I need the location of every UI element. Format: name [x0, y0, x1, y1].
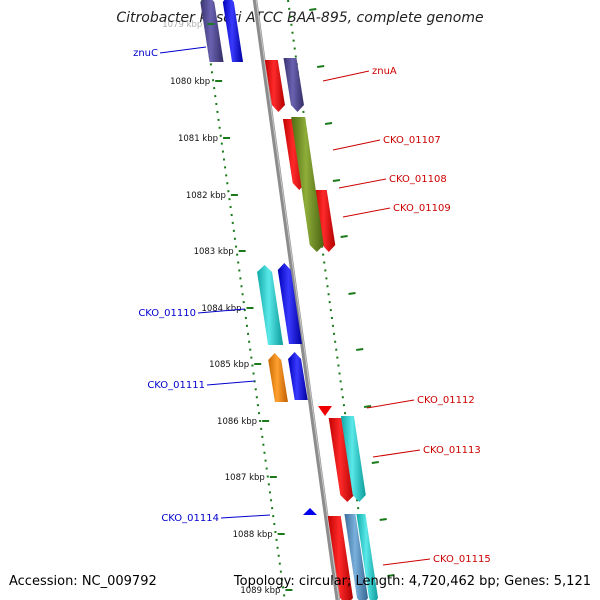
kbp-tick-label-4: 1083 kbp [194, 247, 234, 257]
right-dotted-track [287, 0, 372, 600]
right-tick-5 [348, 292, 356, 295]
gene-cko01115-b [344, 514, 368, 600]
right-tick-1 [317, 65, 325, 68]
gene-cko01115-a [327, 516, 353, 600]
forward-label-line-6 [382, 558, 431, 566]
right-tick-4 [340, 235, 348, 238]
reverse-gene-label-3: CKO_01114 [161, 513, 219, 524]
gene-cko01109-shape [291, 117, 324, 252]
kbp-tick-label-1: 1080 kbp [170, 77, 210, 87]
right-tick-0 [309, 8, 317, 11]
kbp-tick-label-9: 1088 kbp [233, 530, 273, 540]
gene-znuC-b [222, 0, 244, 62]
kbp-tick-label-6: 1085 kbp [209, 360, 249, 370]
gene-cko01115-a-shape [327, 516, 353, 600]
gene-cko01114 [303, 508, 317, 515]
gene-znuC-b-shape [222, 0, 244, 62]
gene-cko01113-a-shape [328, 418, 355, 502]
topology-text: Topology: circular; Length: 4,720,462 bp… [233, 574, 591, 589]
reverse-label-line-0 [159, 46, 207, 54]
kbp-tick-label-5: 1084 kbp [201, 304, 241, 314]
gene-cko01113-b-shape [340, 416, 366, 502]
kbp-tick-label-0: 1079 kbp [162, 20, 202, 30]
forward-gene-label-2: CKO_01108 [389, 174, 447, 185]
forward-gene-label-3: CKO_01109 [393, 203, 451, 214]
forward-gene-label-5: CKO_01113 [423, 445, 481, 456]
gene-znuA-a-shape [264, 60, 285, 112]
gene-znuC-a-shape [200, 0, 224, 62]
gene-cko01111-a-shape [268, 353, 288, 402]
left-dotted-track [201, 0, 286, 600]
gene-cko01108-shape [313, 190, 336, 252]
forward-label-line-5 [372, 449, 421, 458]
kbp-tick-label-10: 1089 kbp [240, 586, 280, 596]
forward-gene-label-0: znuA [372, 66, 397, 77]
right-tick-7 [363, 405, 372, 408]
forward-label-line-3 [342, 207, 391, 218]
right-tick-9 [379, 518, 387, 521]
gene-znuC-a [200, 0, 224, 62]
gene-cko01113-b [340, 416, 366, 502]
reverse-label-line-1 [197, 308, 246, 314]
gene-cko01110-b [277, 263, 302, 344]
forward-label-line-4 [366, 399, 415, 409]
gene-znuA-b [283, 58, 304, 112]
gene-cko01112 [318, 406, 332, 416]
forward-label-line-0 [322, 70, 370, 82]
kbp-tick-label-2: 1081 kbp [178, 134, 218, 144]
right-tick-10 [387, 574, 395, 577]
forward-gene-label-6: CKO_01115 [433, 554, 491, 565]
kbp-tick-label-3: 1082 kbp [186, 191, 226, 201]
reverse-gene-label-2: CKO_01111 [147, 380, 205, 391]
kbp-tick-label-8: 1087 kbp [225, 473, 265, 483]
gene-cko01111-a [268, 353, 288, 402]
right-tick-2 [324, 122, 333, 125]
gene-znuA-b-shape [283, 58, 304, 112]
gene-cko01110-b-shape [277, 263, 302, 344]
gene-cko01113-a [328, 418, 355, 502]
reverse-gene-label-1: CKO_01110 [138, 308, 196, 319]
genome-backbone-highlight [255, 0, 340, 600]
reverse-gene-label-0: znuC [133, 48, 158, 59]
right-tick-6 [356, 348, 364, 351]
gene-cko01109 [291, 117, 324, 252]
gene-cko01110-a [257, 265, 284, 345]
accession-text: Accession: NC_009792 [9, 574, 157, 589]
reverse-label-line-3 [220, 514, 271, 519]
gene-znuA-a [264, 60, 285, 112]
forward-label-line-2 [338, 178, 387, 189]
genome-backbone [252, 0, 341, 600]
gene-cko01115-b-shape [344, 514, 368, 600]
forward-label-line-1 [332, 139, 381, 151]
right-tick-3 [332, 179, 341, 182]
gene-cko01115-c-shape [356, 514, 378, 600]
forward-gene-label-1: CKO_01107 [383, 135, 441, 146]
gene-cko01111-b [288, 352, 308, 400]
gene-cko01110-a-shape [257, 265, 284, 345]
kbp-tick-label-7: 1086 kbp [217, 417, 257, 427]
gene-cko01108 [313, 190, 336, 252]
right-tick-8 [371, 461, 379, 464]
reverse-label-line-2 [206, 380, 256, 386]
gene-cko01115-c [356, 514, 378, 600]
gene-cko01111-b-shape [288, 352, 308, 400]
forward-gene-label-4: CKO_01112 [417, 395, 475, 406]
